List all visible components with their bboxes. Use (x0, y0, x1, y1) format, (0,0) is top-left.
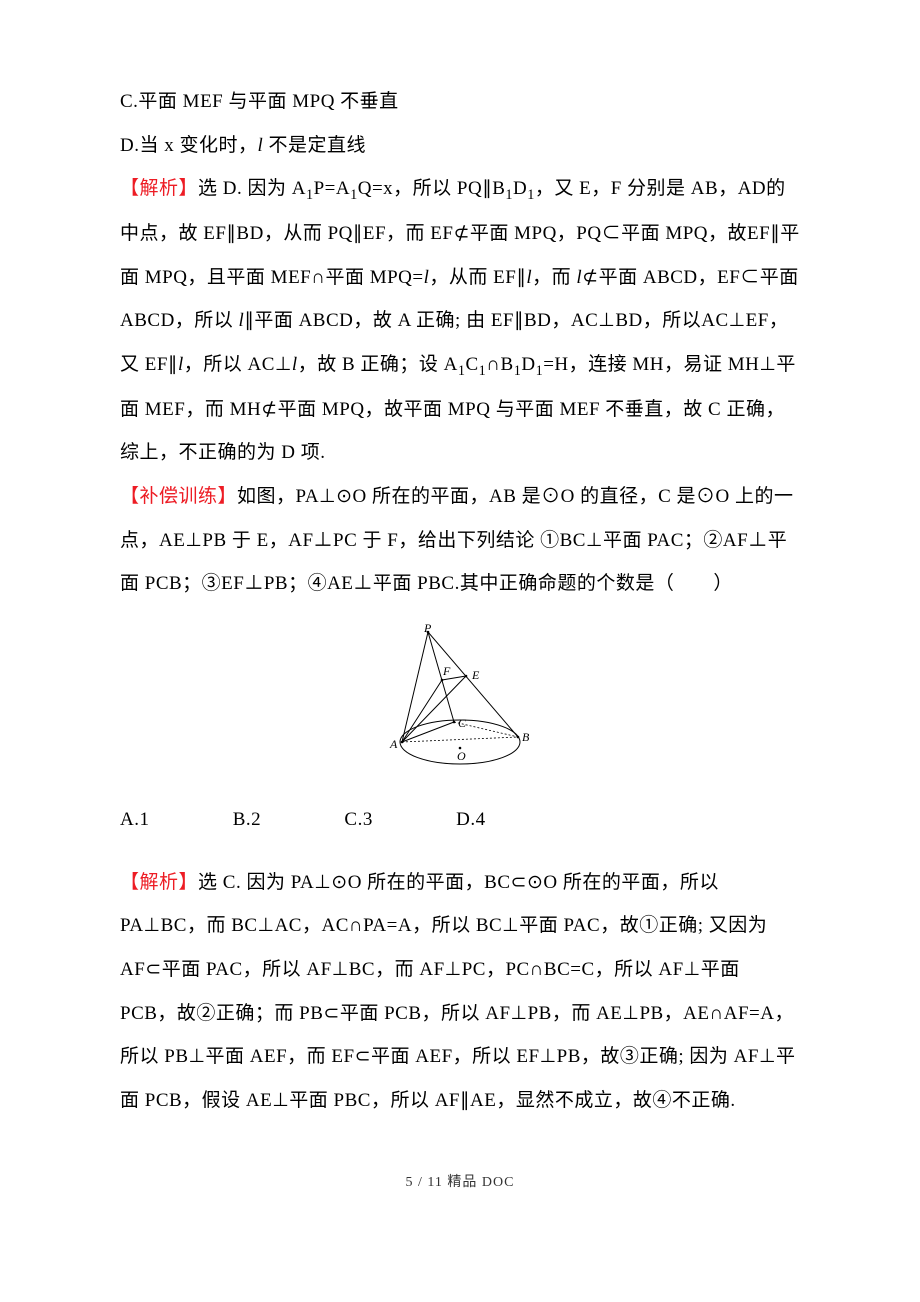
sub: 1 (306, 187, 314, 203)
label-E: E (471, 668, 480, 682)
sub: 1 (527, 187, 535, 203)
label-C: C (458, 716, 467, 730)
figure: P A B C E F O (120, 624, 800, 779)
text: 不是定直线 (263, 135, 366, 156)
text: C (465, 354, 478, 375)
text: D (521, 354, 535, 375)
solution-tag: 【解析】 (120, 178, 198, 199)
option-b: B.2 (233, 798, 261, 842)
supplementary-tag: 【补偿训练】 (120, 486, 237, 507)
text: Q=x，所以 PQ∥B (358, 178, 506, 199)
option-a: A.1 (120, 798, 149, 842)
answer-options: A.1 B.2 C.3 D.4 (120, 798, 800, 842)
label-F: F (442, 664, 451, 678)
option-d: D.当 x 变化时，l 不是定直线 (120, 124, 800, 168)
text: ，所以 AC⊥ (184, 354, 292, 375)
option-c: C.平面 MEF 与平面 MPQ 不垂直 (120, 80, 800, 124)
solution-2: 【解析】选 C. 因为 PA⊥⊙O 所在的平面，BC⊂⊙O 所在的平面，所以 P… (120, 861, 800, 1123)
page-footer: 5 / 11 精品 DOC (120, 1171, 800, 1191)
label-A: A (389, 737, 398, 751)
sub: 1 (350, 187, 358, 203)
text: ，而 (532, 267, 576, 288)
geometry-figure: P A B C E F O (380, 624, 540, 774)
text: ，从而 EF∥ (429, 267, 526, 288)
page: C.平面 MEF 与平面 MPQ 不垂直 D.当 x 变化时，l 不是定直线 【… (0, 0, 920, 1231)
sub: 1 (505, 187, 513, 203)
label-B: B (522, 730, 530, 744)
solution-1: 【解析】选 D. 因为 A1P=A1Q=x，所以 PQ∥B1D1，又 E，F 分… (120, 167, 800, 475)
label-P: P (423, 624, 432, 635)
text: 选 C. 因为 PA⊥⊙O 所在的平面，BC⊂⊙O 所在的平面，所以 PA⊥BC… (120, 872, 796, 1111)
text: ∩B (486, 354, 513, 375)
supplementary-problem: 【补偿训练】如图，PA⊥⊙O 所在的平面，AB 是⊙O 的直径，C 是⊙O 上的… (120, 475, 800, 606)
option-c2: C.3 (344, 798, 372, 842)
text: P=A (314, 178, 351, 199)
option-d2: D.4 (456, 798, 485, 842)
text: ，故 B 正确；设 A (298, 354, 458, 375)
label-O: O (457, 749, 466, 763)
text: 选 D. 因为 A (198, 178, 306, 199)
text: D (513, 178, 527, 199)
text: D.当 x 变化时， (120, 135, 257, 156)
solution-tag-2: 【解析】 (120, 872, 198, 893)
